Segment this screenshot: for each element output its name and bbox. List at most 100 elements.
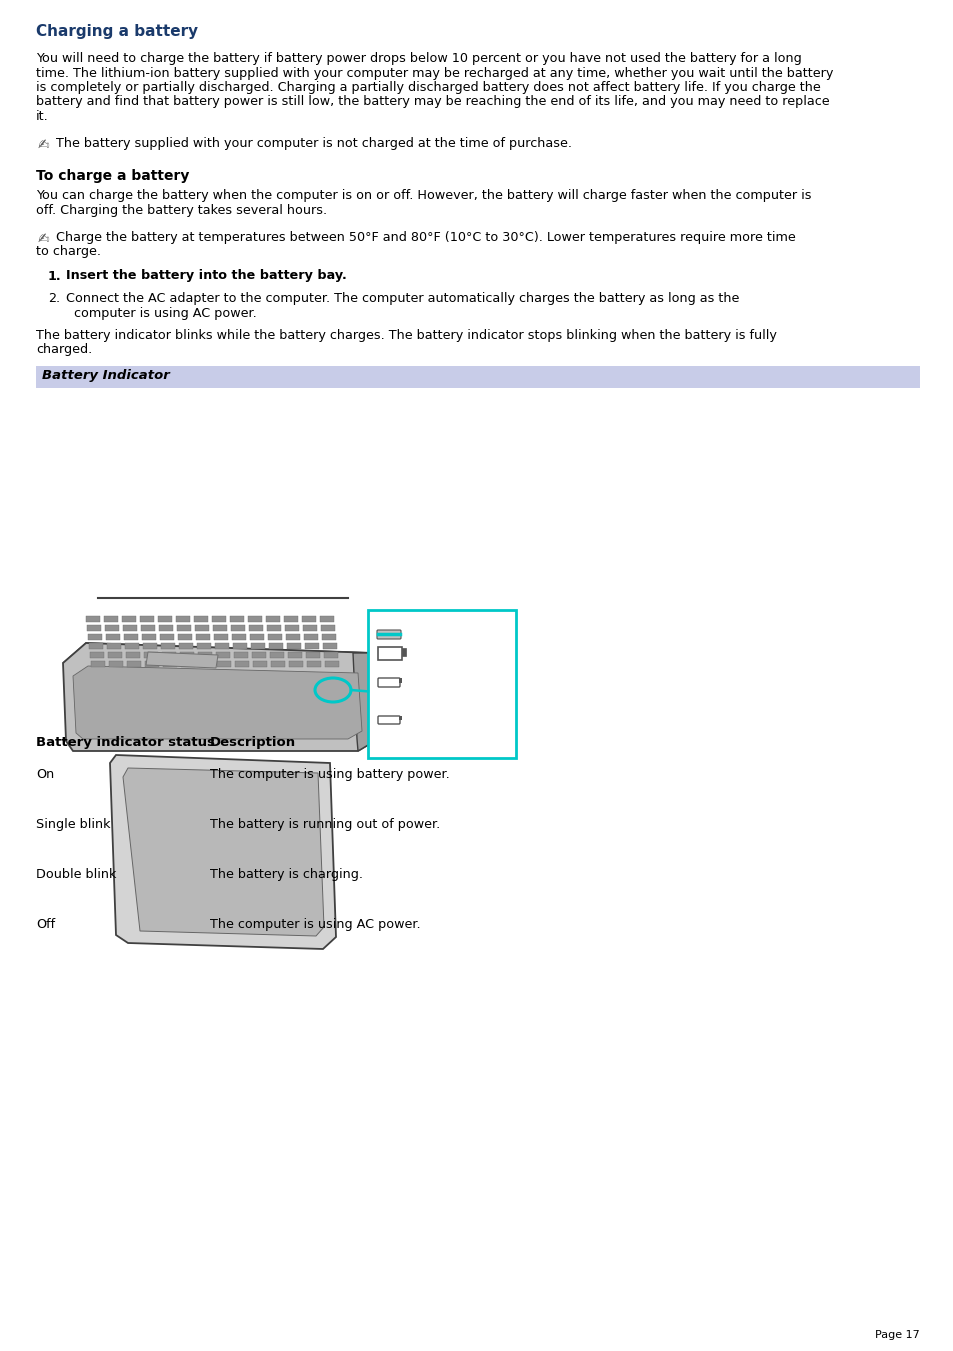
Text: Charging a battery: Charging a battery [36,24,198,39]
Bar [141,626,154,631]
Bar [88,634,102,640]
Bar [212,616,226,621]
Bar [322,634,335,640]
Text: Battery indicator status: Battery indicator status [36,736,214,748]
Bar [233,643,247,648]
Bar [319,616,334,621]
Text: battery and find that battery power is still low, the battery may be reaching th: battery and find that battery power is s… [36,96,829,108]
FancyBboxPatch shape [377,678,399,688]
Text: Wireless LAN: Wireless LAN [377,694,450,704]
Bar [106,634,120,640]
Bar [143,643,157,648]
Text: time. The lithium-ion battery supplied with your computer may be recharged at an: time. The lithium-ion battery supplied w… [36,66,833,80]
Bar [271,661,285,667]
Bar [232,634,246,640]
Bar [368,611,516,758]
Bar [286,634,299,640]
Text: Battery Indicator: Battery Indicator [42,369,170,382]
Polygon shape [123,767,324,936]
Bar [266,616,280,621]
Bar [91,661,105,667]
Bar [159,626,172,631]
Bar [230,616,244,621]
Bar [89,643,103,648]
Bar [195,634,210,640]
Bar [267,626,281,631]
Bar [179,643,193,648]
Bar [177,626,191,631]
Bar [178,634,192,640]
Bar [401,648,406,657]
Bar [285,626,298,631]
Bar [302,616,315,621]
Bar [398,716,401,720]
FancyBboxPatch shape [377,716,399,724]
Bar [109,661,123,667]
Bar [199,661,213,667]
Bar [234,661,249,667]
Bar [213,626,227,631]
Text: 2.: 2. [48,292,60,305]
Polygon shape [73,666,361,739]
Bar [269,643,283,648]
Text: indicator: indicator [412,640,460,651]
Bar [127,661,141,667]
Text: it.: it. [36,109,49,123]
Bar [163,661,177,667]
Bar [252,653,266,658]
Bar [104,616,118,621]
Bar [105,626,119,631]
Text: To charge a battery: To charge a battery [36,169,190,182]
Text: 1.: 1. [48,269,62,282]
Bar [325,661,338,667]
Bar [253,661,267,667]
Text: The battery is running out of power.: The battery is running out of power. [210,817,439,831]
Text: Description: Description [210,736,295,748]
Text: is completely or partially discharged. Charging a partially discharged battery d: is completely or partially discharged. C… [36,81,820,95]
Bar [324,653,337,658]
Bar [270,653,284,658]
Text: charged.: charged. [36,343,92,357]
Text: You can charge the battery when the computer is on or off. However, the battery : You can charge the battery when the comp… [36,189,811,203]
Polygon shape [146,653,218,667]
Bar [125,643,139,648]
Bar [307,661,320,667]
Bar [107,643,121,648]
Bar [86,616,100,621]
Text: ✍: ✍ [38,138,50,151]
Bar [398,678,401,684]
Bar [198,653,212,658]
Bar [175,616,190,621]
Text: You will need to charge the battery if battery power drops below 10 percent or y: You will need to charge the battery if b… [36,51,801,65]
Text: Page 17: Page 17 [874,1329,919,1340]
Text: On: On [36,767,54,781]
Text: The battery indicator blinks while the battery charges. The battery indicator st: The battery indicator blinks while the b… [36,330,776,342]
Bar [180,653,193,658]
Text: Off: Off [36,917,55,931]
Bar [140,616,153,621]
Bar [250,634,264,640]
Text: Connect the AC adapter to the computer. The computer automatically charges the b: Connect the AC adapter to the computer. … [66,292,739,305]
Bar [306,653,319,658]
Polygon shape [63,643,377,667]
Bar [268,634,282,640]
Text: to charge.: to charge. [36,245,101,258]
Bar [193,616,208,621]
Bar [213,634,228,640]
Bar [36,366,919,388]
Bar [196,643,211,648]
Bar [123,626,137,631]
Text: Single blink: Single blink [36,817,111,831]
Bar [90,653,104,658]
Bar [284,616,297,621]
Bar [289,661,303,667]
Text: The computer is using AC power.: The computer is using AC power. [210,917,420,931]
FancyBboxPatch shape [377,647,401,661]
Text: The computer is using battery power.: The computer is using battery power. [210,767,449,781]
Text: Bluetooth™: Bluetooth™ [377,731,443,740]
Text: off. Charging the battery takes several hours.: off. Charging the battery takes several … [36,204,327,218]
Bar [87,626,101,631]
Bar [304,634,317,640]
Text: The battery is charging.: The battery is charging. [210,867,363,881]
Bar [144,653,158,658]
